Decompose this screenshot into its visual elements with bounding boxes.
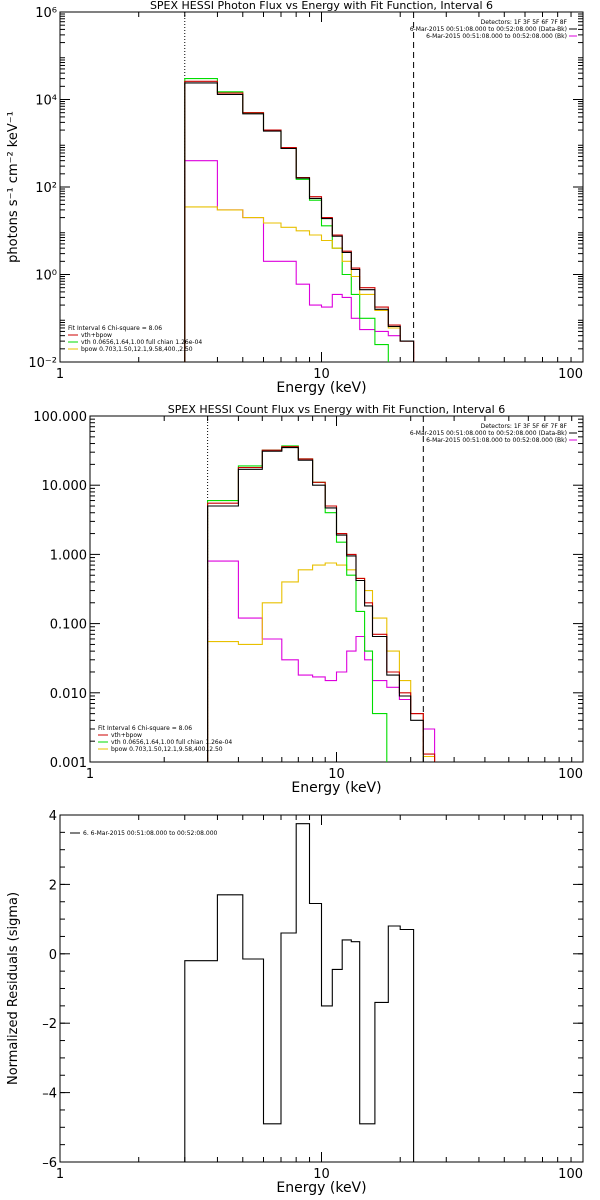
legend-legend_bottom: Fit Interval 6 Chi-square = 8.06vth+bpow… [98, 725, 232, 753]
series-group [207, 445, 436, 762]
y-tick-label: 10⁶ [35, 6, 57, 21]
chart-title: SPEX HESSI Count Flux vs Energy with Fit… [168, 403, 505, 416]
legend-entry: 6. 6-Mar-2015 00:51:08.000 to 00:52:08.0… [83, 830, 218, 837]
x-tick-label: 1 [86, 767, 94, 782]
chart-panel-1: SPEX HESSI Photon Flux vs Energy with Fi… [6, 0, 584, 396]
y-tick-label: 10.000 [42, 479, 88, 494]
x-axis-label: Energy (keV) [291, 780, 381, 796]
x-tick-label: 100 [558, 1167, 583, 1182]
series-line-vth [184, 78, 389, 362]
y-tick-label: 4 [49, 809, 57, 824]
series-line-bk [207, 560, 436, 762]
legend-entry: Fit Interval 6 Chi-square = 8.06 [98, 725, 192, 732]
y-tick-label: 0.010 [50, 687, 87, 702]
y-tick-label: –2 [42, 1017, 57, 1032]
y-axis-label: photons s⁻¹ cm⁻² keV⁻¹ [6, 111, 21, 263]
series-line-total [207, 447, 436, 762]
legend-legend_top: 6. 6-Mar-2015 00:51:08.000 to 00:52:08.0… [70, 830, 218, 837]
y-tick-label: 10⁻² [28, 356, 57, 371]
x-tick-label: 10 [313, 1167, 330, 1182]
plot-frame [59, 11, 584, 363]
legend-entry: 6-Mar-2015 00:51:08.000 to 00:52:08.000 … [426, 33, 567, 40]
y-axis-label: Normalized Residuals (sigma) [6, 892, 21, 1085]
series-line-bpow [207, 562, 436, 762]
legend-entry: Detectors: 1F 3F 5F 6F 7F 8F [481, 423, 568, 430]
chart-panel-2: SPEX HESSI Count Flux vs Energy with Fit… [33, 403, 584, 796]
series-line-sum [184, 80, 415, 362]
y-tick-label: 0.100 [50, 618, 87, 633]
y-tick-label: 10⁰ [35, 269, 57, 284]
plot-frame [89, 415, 584, 763]
y-tick-label: –6 [42, 1156, 57, 1171]
y-tick-label: 10² [35, 181, 57, 196]
x-axis-label: Energy (keV) [276, 1180, 366, 1196]
x-tick-label: 100 [558, 367, 583, 382]
series-line-total [184, 82, 415, 362]
y-tick-label: 100.000 [33, 410, 87, 425]
legend-entry: vth 0.0656,1.64,1.00 full chian 1.26e-04 [111, 739, 232, 746]
legend-entry: bpow 0.703,1.50,12.1,9.58,400.,2.50 [81, 346, 193, 353]
x-tick-label: 100 [558, 767, 583, 782]
legend-entry: 6-Mar-2015 00:51:08.000 to 00:52:08.000 … [410, 430, 567, 437]
legend-entry: vth+bpow [111, 732, 142, 739]
x-axis-label: Energy (keV) [276, 380, 366, 396]
y-tick-label: –4 [42, 1087, 57, 1102]
chart-title: SPEX HESSI Photon Flux vs Energy with Fi… [150, 0, 493, 12]
y-tick-label: 1.000 [50, 548, 87, 563]
legend-entry: 6-Mar-2015 00:51:08.000 to 00:52:08.000 … [410, 26, 567, 33]
series-line-bk [184, 160, 415, 362]
series-line-sum [207, 446, 436, 762]
legend-entry: bpow 0.703,1.50,12.1,9.58,400.,2.50 [111, 746, 223, 753]
x-tick-label: 10 [313, 367, 330, 382]
legend-legend_top: Detectors: 1F 3F 5F 6F 7F 8F6-Mar-2015 0… [410, 19, 577, 40]
y-tick-label: 0 [49, 948, 57, 963]
y-tick-label: 0.001 [50, 756, 87, 771]
series-line-resid [184, 823, 415, 1162]
y-tick-label: 10⁴ [35, 94, 57, 109]
x-tick-label: 10 [328, 767, 345, 782]
legend-entry: vth+bpow [81, 332, 112, 339]
series-group [184, 823, 415, 1162]
chart-panel-3: 1 10 100 Energy (keV) –6 –4 –2 0 2 4 Normalized Re… [6, 809, 584, 1196]
legend-entry: Fit Interval 6 Chi-square = 8.06 [68, 325, 162, 332]
x-tick-label: 1 [56, 367, 64, 382]
series-group [184, 78, 415, 362]
y-tick-label: 2 [49, 878, 57, 893]
series-line-vth [207, 445, 388, 762]
legend-legend_top: Detectors: 1F 3F 5F 6F 7F 8F6-Mar-2015 0… [410, 423, 577, 444]
legend-entry: vth 0.0656,1.64,1.00 full chian 1.26e-04 [81, 339, 202, 346]
legend-entry: 6-Mar-2015 00:51:08.000 to 00:52:08.000 … [426, 437, 567, 444]
legend-legend_bottom: Fit Interval 6 Chi-square = 8.06vth+bpow… [68, 325, 202, 353]
series-line-bpow [184, 206, 415, 362]
legend-entry: Detectors: 1F 3F 5F 6F 7F 8F [481, 19, 568, 26]
x-tick-label: 1 [56, 1167, 64, 1182]
